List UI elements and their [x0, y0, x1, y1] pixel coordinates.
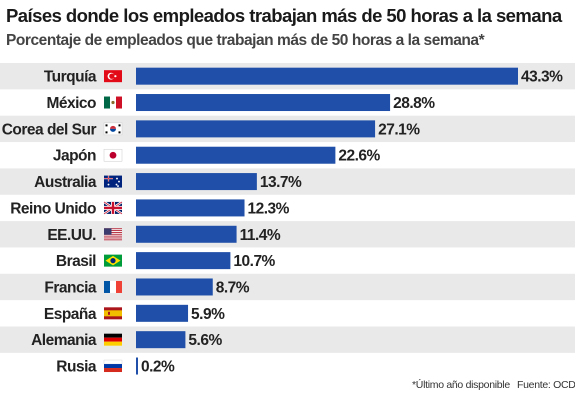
- footnote: *Último año disponible: [412, 379, 510, 391]
- chart-row: Brasil 10.7%: [56, 252, 276, 270]
- category-label: Brasil: [56, 253, 96, 270]
- data-label: 11.4%: [240, 227, 281, 244]
- bar: [136, 278, 213, 296]
- chart-row: Japón 22.6%: [53, 146, 381, 165]
- row-band: [0, 168, 575, 195]
- flag-mexico-icon: [104, 96, 122, 109]
- bar: [136, 67, 518, 85]
- category-label: Turquía: [44, 69, 97, 86]
- chart-row: Australia 13.7%: [0, 168, 575, 195]
- bar: [136, 252, 231, 270]
- category-label: México: [46, 95, 96, 112]
- flag-australia-icon: [104, 175, 122, 188]
- data-label: 28.8%: [393, 95, 435, 112]
- flag-germany-icon: [104, 333, 122, 346]
- chart-subtitle: Porcentaje de empleados que trabajan más…: [6, 32, 485, 49]
- data-label: 43.3%: [521, 69, 563, 86]
- flag-russia-icon: [103, 359, 123, 373]
- row-band: [0, 273, 575, 301]
- category-label: Japón: [53, 148, 96, 165]
- bar: [136, 331, 186, 349]
- data-label: 13.7%: [260, 174, 302, 191]
- chart-row: Turquía 43.3%: [0, 63, 575, 90]
- data-label: 8.7%: [216, 279, 250, 296]
- chart-row: México 28.8%: [46, 94, 436, 112]
- row-band: [0, 326, 575, 353]
- bar: [136, 225, 237, 243]
- data-label: 12.3%: [248, 200, 290, 217]
- flag-spain-icon: [104, 307, 122, 320]
- row-band: [0, 221, 575, 248]
- bar: [136, 120, 376, 138]
- data-label: 5.6%: [188, 332, 222, 349]
- source-note: Fuente: OCDE: [517, 379, 575, 391]
- flag-japan-icon: [103, 148, 123, 162]
- data-label: 5.9%: [191, 306, 225, 323]
- chart-row: Rusia 0.2%: [56, 357, 176, 376]
- category-label: Australia: [34, 174, 97, 191]
- bar: [136, 94, 391, 112]
- flag-south-korea-icon: [103, 122, 123, 136]
- flag-usa-icon: [104, 228, 122, 241]
- chart-row: Corea del Sur 27.1%: [0, 115, 575, 143]
- category-label: EE.UU.: [47, 227, 96, 244]
- data-label: 22.6%: [338, 148, 380, 165]
- category-label: Francia: [44, 279, 97, 296]
- category-label: Rusia: [56, 359, 97, 376]
- chart-row: Alemania 5.6%: [0, 326, 575, 353]
- category-label: Alemania: [31, 332, 97, 349]
- bar: [136, 199, 245, 217]
- category-label: Corea del Sur: [2, 121, 97, 138]
- flag-france-icon: [104, 280, 122, 293]
- flag-turkey-icon: [104, 70, 122, 83]
- bar: [136, 146, 336, 164]
- chart-row: España 5.9%: [44, 304, 226, 323]
- chart-title: Países donde los empleados trabajan más …: [6, 5, 562, 26]
- bar: [136, 304, 189, 322]
- bar: [136, 357, 138, 375]
- category-label: España: [44, 306, 97, 323]
- chart-row: Francia 8.7%: [0, 273, 575, 301]
- data-label: 27.1%: [378, 121, 420, 138]
- data-label: 10.7%: [233, 253, 275, 270]
- chart-row: Reino Unido 12.3%: [10, 199, 290, 217]
- flag-uk-icon: [103, 200, 123, 215]
- category-label: Reino Unido: [10, 200, 96, 217]
- flag-brazil-icon: [104, 254, 122, 267]
- chart-row: EE.UU. 11.4%: [0, 221, 575, 248]
- bar: [136, 173, 257, 191]
- data-label: 0.2%: [141, 359, 175, 376]
